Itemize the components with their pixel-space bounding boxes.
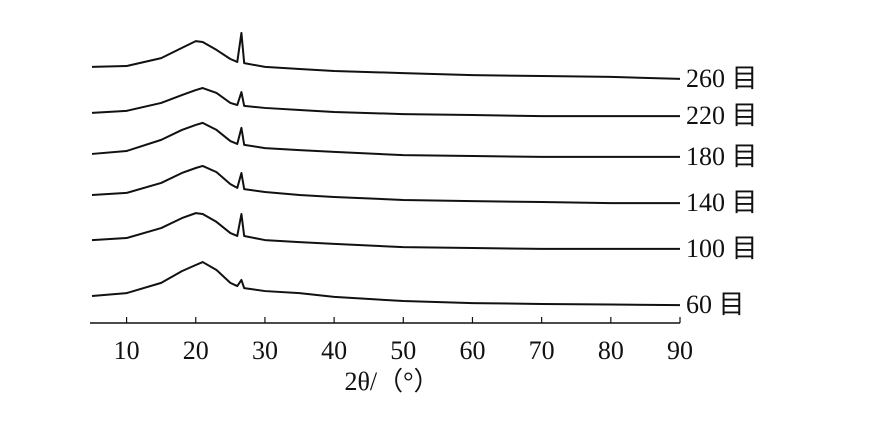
x-tick-label: 80: [598, 336, 624, 365]
x-tick-label: 70: [529, 336, 555, 365]
series-label: 140 目: [686, 188, 758, 217]
series-label: 100 目: [686, 234, 758, 263]
x-tick-label: 60: [459, 336, 485, 365]
x-tick-label: 30: [252, 336, 278, 365]
x-axis-title: 2θ/（°）: [344, 367, 439, 396]
x-tick-label: 10: [114, 336, 140, 365]
x-tick-label: 50: [390, 336, 416, 365]
series-line: [91, 261, 681, 307]
x-tick-label: 90: [667, 336, 693, 365]
series-line: [91, 121, 680, 158]
series-line: [91, 31, 681, 80]
series-label: 220 目: [686, 101, 758, 130]
series-label: 180 目: [686, 142, 758, 171]
x-tick-label: 20: [183, 336, 209, 365]
x-tick-label: 40: [321, 336, 347, 365]
series-line: [91, 164, 680, 205]
series-label: 260 目: [686, 64, 758, 93]
series-line: [91, 87, 680, 118]
series-label: 60 目: [686, 290, 745, 319]
series-line: [91, 212, 680, 250]
